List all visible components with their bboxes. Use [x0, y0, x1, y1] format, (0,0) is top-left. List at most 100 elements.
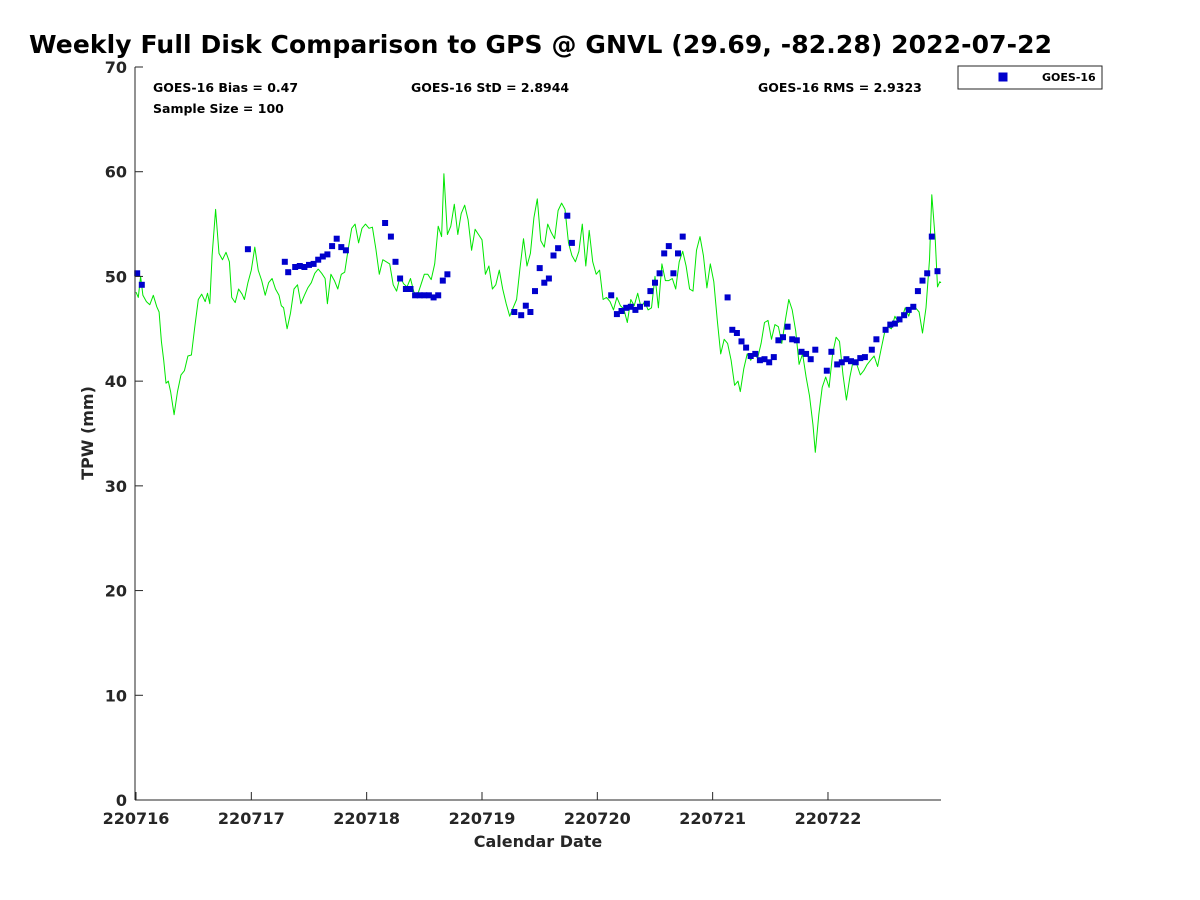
sample-size-stat: Sample Size = 100: [153, 101, 284, 116]
y-axis-title: TPW (mm): [78, 386, 97, 480]
goes-16-point: [435, 292, 442, 299]
goes-16-point: [761, 356, 768, 363]
goes-16-point: [679, 233, 686, 240]
goes-16-point: [319, 253, 326, 260]
y-tick-label: 40: [105, 372, 127, 391]
goes-16-point: [541, 279, 548, 286]
goes-16-point: [834, 361, 841, 368]
goes-16-point: [724, 294, 731, 301]
goes-16-point: [928, 233, 935, 240]
y-tick-label: 10: [105, 686, 127, 705]
goes-16-point: [613, 311, 620, 318]
goes-16-point: [281, 258, 288, 265]
x-tick-label: 220717: [218, 809, 285, 828]
goes-16-point: [752, 350, 759, 357]
goes-16-point: [747, 353, 754, 359]
goes-16-point: [780, 334, 786, 341]
goes-16-point: [532, 288, 538, 295]
goes-16-point: [296, 263, 303, 269]
legend-label: GOES-16: [1042, 71, 1096, 84]
goes-16-point: [439, 277, 446, 284]
goes-16-point: [518, 312, 525, 319]
goes-16-point: [868, 346, 875, 353]
y-tick-label: 0: [116, 791, 127, 810]
goes-16-point: [828, 348, 835, 355]
goes-16-point: [421, 292, 428, 299]
goes-16-point: [661, 250, 668, 257]
goes-16-point: [564, 212, 571, 219]
x-tick-label: 220722: [795, 809, 862, 828]
x-tick-label: 220716: [103, 809, 170, 828]
axes-group: [134, 67, 941, 801]
x-tick-label: 220721: [679, 809, 746, 828]
goes-16-point: [306, 261, 312, 268]
goes-16-point: [675, 250, 681, 257]
goes-16-point: [623, 304, 630, 311]
goes-16-point: [733, 330, 740, 336]
goes-16-point: [905, 306, 912, 313]
goes-16-point: [412, 292, 419, 299]
goes-16-point: [310, 260, 317, 267]
goes-16-point: [729, 326, 736, 333]
goes-16-point: [134, 270, 141, 277]
goes-16-point: [315, 256, 322, 263]
goes-16-point: [397, 275, 404, 282]
goes-16-point: [793, 337, 800, 344]
rms-stat: GOES-16 RMS = 2.9323: [758, 80, 922, 95]
chart-title: Weekly Full Disk Comparison to GPS @ GNV…: [29, 30, 1053, 59]
goes-16-point: [647, 288, 654, 295]
goes-16-point: [618, 308, 625, 314]
goes-16-point: [873, 336, 880, 343]
goes-16-point: [812, 346, 819, 353]
goes-16-point: [425, 292, 432, 299]
goes-16-point: [392, 258, 399, 265]
goes-16-point: [656, 270, 663, 277]
goes-16-point: [138, 281, 145, 288]
goes-16-point: [244, 246, 251, 253]
goes-16-point: [848, 358, 854, 365]
goes-16-point: [522, 302, 529, 309]
goes-16-point: [823, 367, 830, 374]
legend-box: [957, 65, 1103, 90]
goes-16-point: [852, 359, 859, 366]
goes-16-point: [910, 303, 917, 310]
goes-16-point: [882, 326, 889, 333]
goes-16-point: [637, 303, 643, 310]
goes-16-point: [338, 244, 345, 251]
goes-16-point: [934, 268, 941, 275]
goes-16-point: [919, 277, 926, 284]
goes-16-point: [843, 356, 850, 363]
goes-16-point: [887, 321, 894, 328]
y-tick-group: 0 10 20 30 40 50 60 70: [105, 58, 143, 810]
goes-16-point: [555, 245, 562, 252]
goes-16-point: [527, 309, 534, 315]
gps-line-group: [135, 173, 942, 453]
goes-16-point: [545, 275, 552, 282]
std-stat: GOES-16 StD = 2.8944: [411, 80, 569, 95]
goes-16-point: [329, 243, 336, 250]
goes-16-point: [342, 247, 349, 254]
goes-16-point: [550, 252, 557, 259]
goes-16-point: [301, 264, 308, 270]
goes-16-point: [770, 354, 777, 361]
goes-16-point: [807, 356, 814, 363]
goes-16-point: [430, 294, 437, 301]
y-tick-label: 30: [105, 477, 127, 496]
legend-marker: [998, 72, 1008, 82]
goes-16-point: [387, 233, 394, 240]
goes-16-point: [627, 303, 634, 310]
goes-16-point: [803, 350, 810, 357]
goes-16-point: [670, 270, 677, 277]
goes-16-point: [568, 239, 575, 246]
x-tick-label: 220720: [564, 809, 631, 828]
goes-16-point: [743, 344, 750, 351]
x-tick-group: 220716 220717 220718 220719 220720 220721 2207…: [103, 792, 862, 828]
goes-16-point: [798, 348, 805, 355]
goes-16-point: [416, 292, 423, 299]
goes-16-point: [643, 300, 650, 307]
x-axis-title: Calendar Date: [474, 832, 603, 851]
y-tick-label: 60: [105, 163, 127, 182]
goes-16-point: [914, 288, 921, 295]
goes-16-point: [285, 269, 292, 276]
goes-16-point: [838, 359, 845, 366]
